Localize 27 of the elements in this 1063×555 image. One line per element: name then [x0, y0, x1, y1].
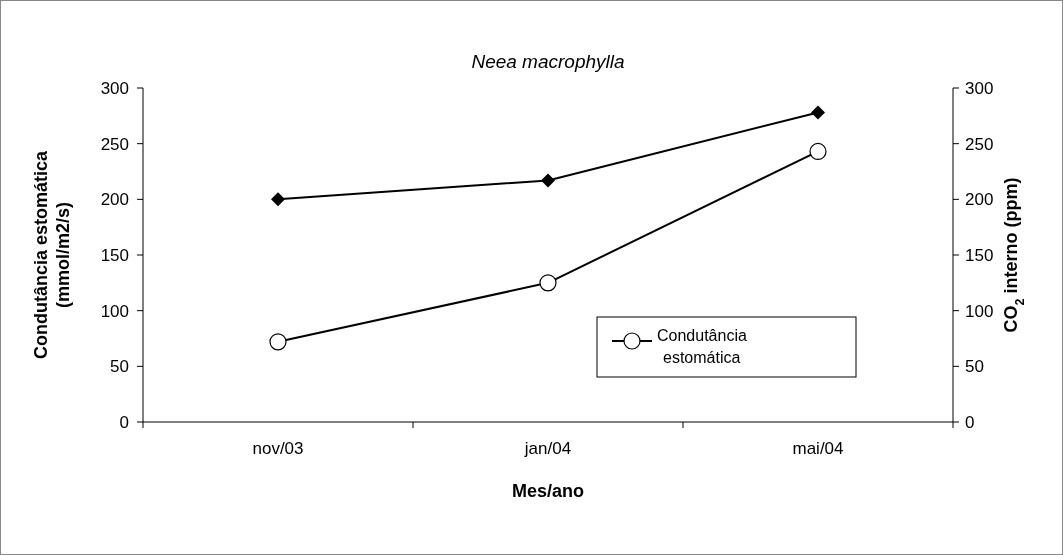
- point: [269, 333, 287, 351]
- x-tick-label: mai/04: [792, 439, 844, 458]
- y2-tick-label: 50: [965, 357, 984, 377]
- y2-tick-label: 0: [965, 412, 975, 432]
- y-axis-title: Condutância estomática (mmol/m2/s): [31, 149, 73, 360]
- y-tick-label: 300: [100, 78, 129, 98]
- y2-tick-label: 200: [965, 190, 994, 210]
- x-tick-label: jan/04: [523, 439, 572, 458]
- chart-title: Neea macrophylla: [471, 51, 625, 72]
- point: [539, 274, 557, 292]
- legend-label: Condutância estomática: [657, 327, 747, 366]
- y-tick-label: 0: [119, 412, 129, 432]
- x-tick-label: nov/03: [252, 439, 304, 458]
- point: [809, 142, 827, 161]
- y-tick-label: 150: [100, 245, 129, 265]
- y-tick-label: 100: [100, 301, 129, 321]
- y2-tick-label: 300: [965, 78, 994, 98]
- y-tick-label: 200: [100, 190, 129, 210]
- point: [541, 173, 555, 188]
- point: [811, 105, 825, 120]
- y-tick-label: 250: [100, 134, 129, 154]
- y2-tick-label: 250: [965, 134, 994, 154]
- y2-tick-label: 100: [965, 301, 994, 321]
- y-tick-label: 50: [110, 357, 129, 377]
- y2-tick-label: 150: [965, 245, 994, 265]
- x-axis-title: Mes/ano: [511, 481, 585, 501]
- point: [271, 192, 285, 207]
